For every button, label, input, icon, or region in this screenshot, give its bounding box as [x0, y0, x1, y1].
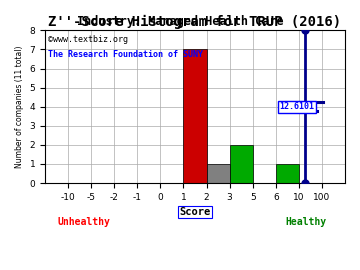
Title: Z''-Score Histogram for TRUP (2016): Z''-Score Histogram for TRUP (2016): [49, 15, 342, 29]
Bar: [230, 145, 253, 183]
Bar: [184, 49, 207, 183]
Text: Industry: Managed Health Care: Industry: Managed Health Care: [77, 15, 283, 28]
Text: The Research Foundation of SUNY: The Research Foundation of SUNY: [48, 50, 203, 59]
Bar: [207, 164, 230, 183]
Text: Unhealthy: Unhealthy: [58, 217, 111, 227]
Bar: [276, 164, 299, 183]
Text: 12.6101: 12.6101: [279, 102, 314, 111]
Text: ©www.textbiz.org: ©www.textbiz.org: [48, 35, 128, 44]
Y-axis label: Number of companies (11 total): Number of companies (11 total): [15, 45, 24, 168]
Text: Healthy: Healthy: [285, 217, 327, 227]
X-axis label: Score: Score: [179, 207, 211, 217]
